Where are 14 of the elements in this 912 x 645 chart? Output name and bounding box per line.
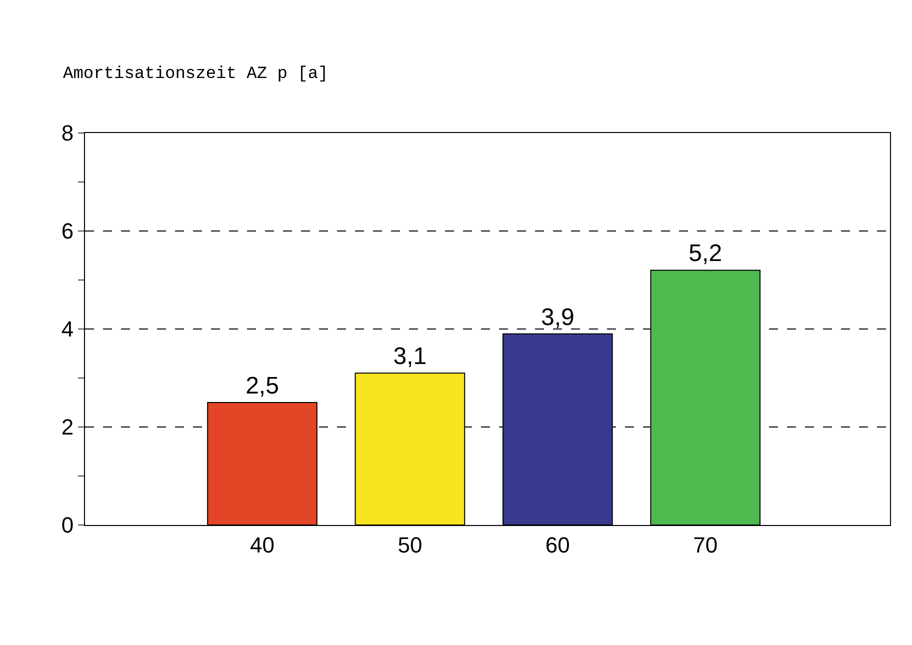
x-tick-label: 40 (250, 532, 274, 558)
data-label: 2,5 (246, 372, 279, 400)
data-label: 3,9 (540, 304, 574, 331)
data-label: 3,1 (393, 343, 427, 370)
y-tick-label: 2 (61, 414, 74, 440)
y-tick-label: 8 (61, 120, 74, 146)
x-tick-label: 50 (398, 532, 422, 558)
x-tick-label: 60 (545, 532, 570, 558)
data-label: 5,2 (688, 240, 722, 268)
y-tick-label: 6 (61, 218, 74, 244)
y-axis-title: Amortisationszeit AZ p [a] (63, 65, 328, 84)
y-tick-label: 0 (61, 512, 74, 538)
y-tick-label: 4 (61, 316, 74, 342)
x-tick-label: 70 (693, 532, 718, 558)
